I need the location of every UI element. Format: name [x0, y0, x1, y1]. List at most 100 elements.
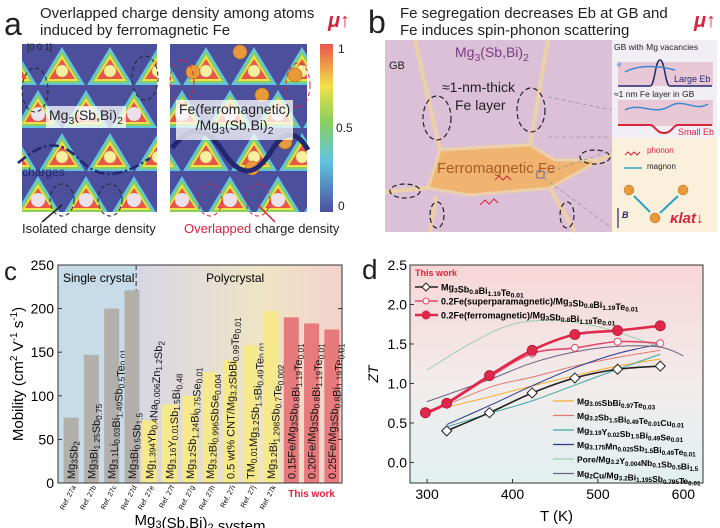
data-point [612, 325, 623, 336]
bar-9 [222, 360, 238, 483]
electron-label: e [617, 60, 622, 69]
matrix-label: Mg3(Sb,Bi)2 [455, 44, 529, 64]
region-label-single: Single crystal [63, 271, 134, 285]
bar-formula-label: Mg3.2Bi0.996SbSe0.004 [205, 374, 223, 479]
layer-label-line1: ≈1-nm-thick [442, 79, 516, 95]
y-tick-label: 150 [31, 344, 55, 360]
y-axis-label: Mobility (cm2 V-1 s-1) [9, 307, 27, 441]
electron-path-2 [624, 102, 709, 111]
bar-formula-label: Mg3.2Bi1.298Sb0.7Te0.002 [266, 364, 286, 479]
y-tick-label: 50 [38, 431, 54, 447]
data-point [570, 343, 579, 352]
bar-formula-label: Mg3.2Sb1.24Bi0.75Se0.01 [185, 367, 205, 479]
series-line-5 [426, 349, 661, 414]
bar-formula-label: Mg3.1Li0.03Bi1.49Sb0.5Te0.01 [107, 349, 129, 479]
fe-layer-circles [389, 87, 611, 229]
y-tick-label: 200 [31, 301, 55, 317]
klat-label: κlat↓ [670, 210, 704, 227]
data-point [569, 372, 581, 384]
series-line-8 [426, 319, 661, 371]
phonon-legend-icon [624, 151, 641, 156]
field-label: B [622, 210, 629, 220]
bar-14 [324, 329, 340, 483]
bar-formula-label: Mg3Bi0.5Sb1.5 [127, 413, 145, 479]
bar-13 [304, 323, 320, 483]
bar-formula-label: 0.15Fe/Mg3Sb0.8Bi1.19Te0.01 [286, 343, 306, 479]
data-point [441, 425, 453, 437]
colorbar-tick-mid: 0.5 [336, 121, 353, 135]
data-point [613, 337, 622, 346]
x-tick-label: 400 [501, 486, 525, 502]
fe-region-label: Ferromagnetic Fe [437, 160, 556, 177]
plot-frame [57, 264, 343, 484]
panel-b-title-line2: Fe induces spin-phonon scattering [400, 22, 630, 39]
panel-b-letter: b [368, 4, 386, 40]
caption-overlapped-highlight: Overlapped [184, 221, 252, 236]
phonon-label: phonon [647, 146, 674, 155]
colorbar [320, 44, 333, 212]
magnon-label: magnon [647, 162, 676, 171]
legend-label: Mg3.175Mn0.025Sb1.5Bi0.49Te0.01 [577, 440, 696, 459]
charge-wave-pristine [17, 144, 151, 176]
plot-frame [409, 264, 704, 484]
x-axis-label: T (K) [540, 508, 573, 525]
overlapped-density-circles [169, 59, 311, 217]
bar-7 [182, 395, 198, 483]
panel-a-title-line2: induced by ferromagnetic Fe [40, 22, 231, 39]
legend-label: 0.2Fe(ferromagnetic)/Mg3Sb0.8Bi1.19Te0.0… [441, 311, 616, 328]
series-line-4 [446, 358, 661, 408]
plot-background [410, 265, 703, 483]
series-line-7 [446, 343, 661, 426]
bar-4 [124, 290, 140, 483]
charges-label: charges [22, 165, 65, 179]
caption-overlapped-rest: charge density [251, 221, 340, 236]
electron-path-1 [624, 65, 676, 73]
data-point [483, 406, 496, 419]
y-tick-label: 250 [31, 257, 55, 273]
data-point [654, 320, 666, 332]
arrow-isolated [41, 204, 63, 223]
panel-a-title-line1: Overlapped charge density among atoms [40, 5, 315, 22]
legend-marker [421, 310, 431, 320]
x-tick-label: 500 [586, 486, 610, 502]
data-point [526, 344, 538, 356]
panel-b-title-line1: Fe segregation decreases Eb at GB and [400, 5, 668, 22]
bar-formula-label: TM0.01Mg3.2Sb1.5Bi0.49Te0.01 [246, 341, 268, 479]
panel-c-letter: c [4, 256, 17, 286]
spin-atoms [623, 184, 689, 224]
panel-a-mu-label: μ↑ [328, 10, 351, 32]
legend-label: Pore/Mg3.2Y0.004Nb0.1Sb0.5Bi1.5 [577, 455, 699, 474]
inset-guides [543, 96, 613, 229]
y-tick-label: 1.5 [388, 336, 408, 352]
bar-2 [83, 354, 99, 483]
data-point [656, 339, 665, 348]
isolated-density-circles [21, 55, 159, 217]
data-point [419, 407, 431, 419]
data-point [484, 370, 495, 381]
legend-label: Mg3Sb0.8Bi1.19Te0.01 [441, 283, 524, 300]
y-tick-label: 2.0 [388, 296, 408, 312]
caption-overlapped: Overlapped charge density [184, 221, 339, 236]
bar-formula-label: Mg1.394Yb0.4Na0.006Zn1.2Sb2 [144, 341, 166, 479]
region-label-poly: Polycrystal [206, 271, 264, 285]
bar-formula-label: Mg3Bi1.25Sb0.75 [86, 403, 104, 479]
data-point [569, 329, 581, 340]
small-eb-barrier [618, 124, 712, 135]
caption-isolated: Isolated charge density [22, 221, 156, 236]
legend-title: This work [415, 268, 458, 278]
colorbar-tick-min: 0 [338, 199, 345, 213]
x-axis-label: Mg3(Sb,Bi)2 system [135, 512, 266, 528]
ferromagnetic-fe-region [426, 143, 606, 197]
inset1-eb: Large Eb [674, 74, 711, 84]
direction-label: [0 0 1] [27, 42, 53, 52]
data-point [441, 397, 453, 409]
charge-density-map-pristine [22, 44, 157, 212]
gb-label: GB [389, 60, 405, 72]
fe-label-line2: /Mg3(Sb,Bi)2 [195, 117, 274, 137]
pristine-label: Mg3(Sb,Bi)2 [46, 106, 126, 128]
bar-3 [104, 308, 120, 483]
colorbar-tick-max: 1 [338, 42, 345, 56]
data-point [654, 360, 666, 372]
y-tick-label: 1.0 [388, 375, 408, 391]
